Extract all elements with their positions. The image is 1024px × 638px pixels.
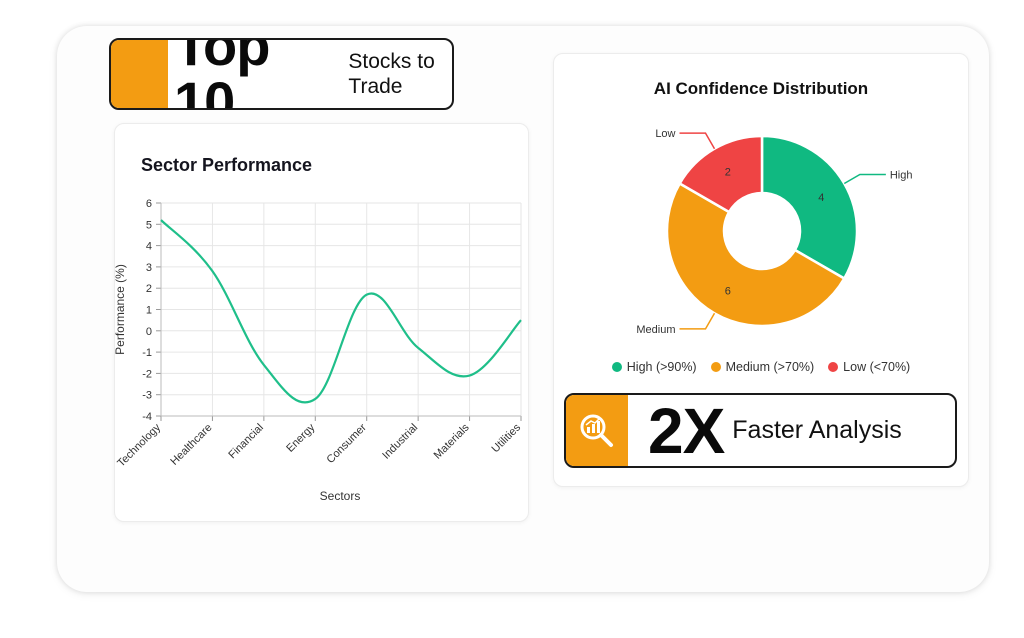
y-tick-label: 6 xyxy=(146,198,152,210)
magnifier-chart-icon xyxy=(580,414,613,447)
x-tick-label: Materials xyxy=(432,421,472,461)
callout-line xyxy=(679,132,716,150)
badge-small-text: Stocks to Trade xyxy=(348,50,435,98)
y-axis-label: Performance (%) xyxy=(115,264,127,355)
badge-big-text: Top 10 xyxy=(174,38,270,110)
badge-icon-box xyxy=(566,395,628,466)
legend-swatch xyxy=(611,362,622,372)
sector-chart-title: Sector Performance xyxy=(141,155,313,175)
badge-small-text: Faster Analysis xyxy=(732,416,902,444)
legend-label: High (>90%) xyxy=(626,360,697,374)
y-tick-label: 2 xyxy=(146,283,152,295)
slice-medium xyxy=(665,181,846,327)
slice-low xyxy=(678,134,764,214)
legend-swatch xyxy=(828,362,839,372)
y-tick-label: -1 xyxy=(142,347,152,359)
y-tick-label: -4 xyxy=(142,411,152,423)
slice-value-label: 6 xyxy=(725,285,731,297)
faster-analysis-badge: 2X Faster Analysis xyxy=(564,393,957,468)
sector-line-chart: 6 5 4 3 2 1 0 -1 -2 -3 -4 Technology Healthcare Fina… xyxy=(115,198,524,503)
x-tick-label: Technology xyxy=(115,421,163,469)
legend-item-high[interactable]: High (>90%) xyxy=(611,360,697,374)
x-tick-label: Utilities xyxy=(490,421,524,455)
y-tick-label: 5 xyxy=(146,219,152,231)
callout-label: Low xyxy=(655,128,675,140)
x-axis-label: Sectors xyxy=(320,489,361,503)
sector-performance-panel: Sector Performance 6 5 4 3 2 1 0 -1 -2 -3 -4 Techn… xyxy=(114,123,529,522)
x-tick-label: Energy xyxy=(284,421,317,454)
y-tick-label: -3 xyxy=(142,390,152,402)
top10-badge: Top 10 Stocks to Trade xyxy=(109,38,454,110)
callout-label: Medium xyxy=(636,324,675,336)
confidence-doughnut-chart: 4 6 2 High Medium Low xyxy=(636,128,913,336)
callout-line xyxy=(679,312,716,330)
y-tick-label: -2 xyxy=(142,368,152,380)
badge-accent-bar xyxy=(111,40,168,108)
y-tick-label: 3 xyxy=(146,262,152,274)
slice-high xyxy=(760,134,859,281)
callout-line xyxy=(843,173,886,185)
series-line xyxy=(160,219,522,404)
x-tick-label: Industrial xyxy=(380,422,420,462)
x-tick-label: Healthcare xyxy=(168,422,214,468)
badge-big-text: 2X xyxy=(648,394,725,467)
legend-swatch xyxy=(710,362,721,372)
y-tick-label: 0 xyxy=(146,326,152,338)
y-tick-label: 4 xyxy=(146,241,152,253)
chart-legend: High (>90%) Medium (>70%) Low (<70%) xyxy=(554,360,968,374)
slice-value-label: 4 xyxy=(818,192,824,204)
legend-item-medium[interactable]: Medium (>70%) xyxy=(710,360,815,374)
x-tick-label: Consumer xyxy=(324,421,369,466)
callout-label: High xyxy=(890,170,913,182)
legend-label: Medium (>70%) xyxy=(725,360,815,374)
legend-item-low[interactable]: Low (<70%) xyxy=(828,360,910,374)
y-tick-label: 1 xyxy=(146,305,152,317)
ai-chart-title: AI Confidence Distribution xyxy=(653,79,869,98)
x-tick-label: Financial xyxy=(226,422,266,462)
legend-label: Low (<70%) xyxy=(843,360,911,374)
slice-value-label: 2 xyxy=(725,167,731,179)
